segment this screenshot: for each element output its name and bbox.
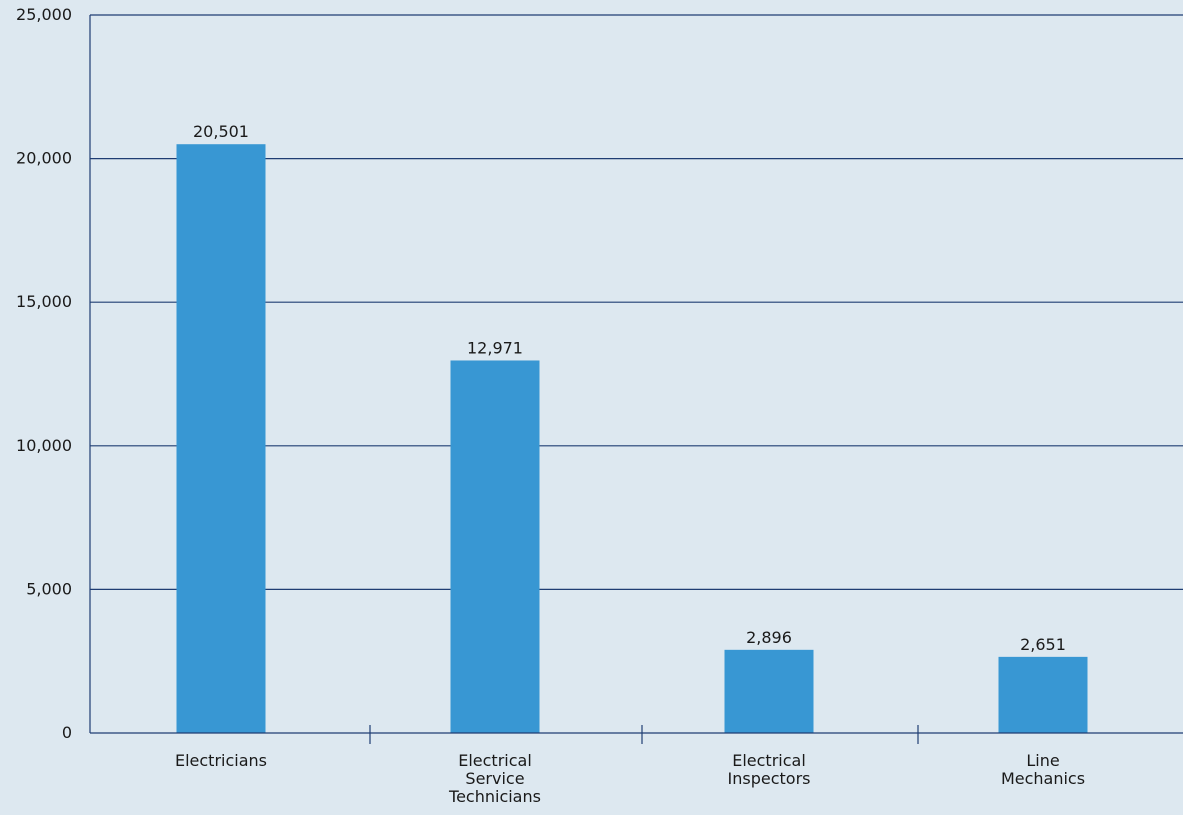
category-label: Electrical Service Technicians: [448, 751, 541, 806]
category-label: Electricians: [175, 751, 267, 770]
y-tick-label: 0: [62, 723, 72, 742]
bar-value-label: 2,651: [1020, 635, 1066, 654]
y-tick-label: 5,000: [26, 579, 72, 598]
category-label-line: Inspectors: [728, 769, 811, 788]
bar-value-labels: 20,501 12,971 2,896 2,651: [193, 122, 1066, 654]
bar: [176, 144, 266, 733]
category-label-line: Electricians: [175, 751, 267, 770]
y-tick-label: 15,000: [16, 292, 72, 311]
bar: [998, 656, 1088, 733]
gridlines: [90, 14, 1183, 591]
category-label-line: Electrical: [732, 751, 806, 770]
category-label-line: Line: [1026, 751, 1059, 770]
category-label: Line Mechanics: [1001, 751, 1085, 788]
x-axis-category-labels: Electricians Electrical Service Technicians…: [175, 751, 1085, 806]
bar-value-label: 20,501: [193, 122, 249, 141]
bar-value-label: 12,971: [467, 338, 523, 357]
bar: [450, 360, 540, 733]
bars: [176, 144, 1088, 733]
category-label: Electrical Inspectors: [728, 751, 811, 788]
category-label-line: Mechanics: [1001, 769, 1085, 788]
bar-value-label: 2,896: [746, 628, 792, 647]
category-label-line: Technicians: [448, 787, 541, 806]
category-label-line: Electrical: [458, 751, 532, 770]
bar: [724, 649, 814, 733]
y-tick-label: 25,000: [16, 5, 72, 24]
y-axis-tick-labels: 0 5,000 10,000 15,000 20,000 25,000: [16, 5, 72, 742]
y-tick-label: 10,000: [16, 436, 72, 455]
category-label-line: Service: [465, 769, 524, 788]
y-tick-label: 20,000: [16, 149, 72, 168]
axes: [89, 15, 1183, 744]
